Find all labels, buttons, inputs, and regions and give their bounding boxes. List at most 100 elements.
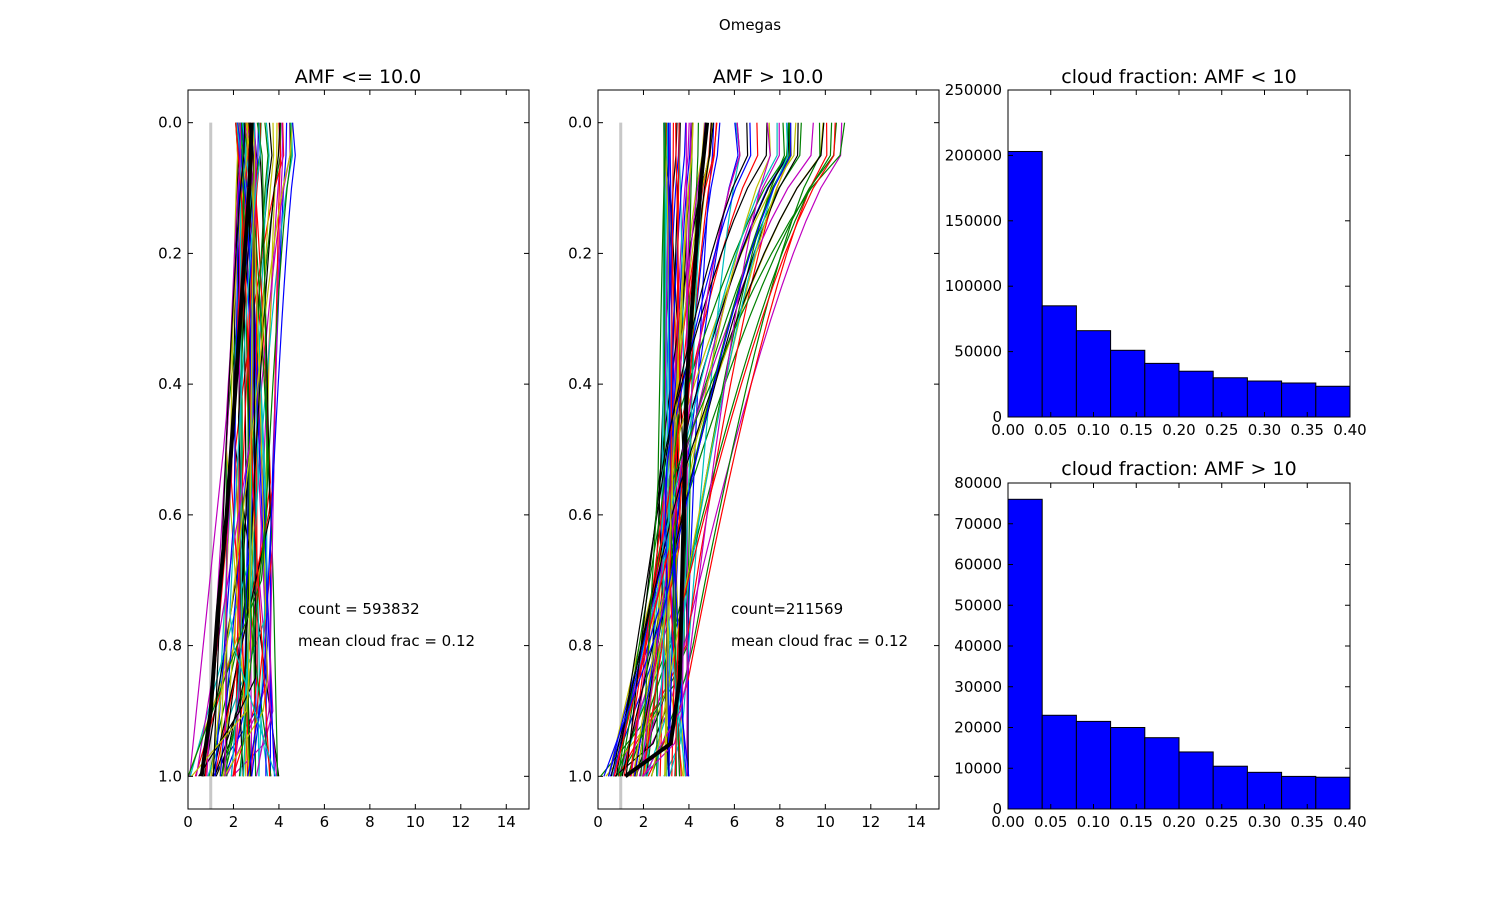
y-tick-label: 0.2: [158, 244, 182, 262]
mean-cloud-annotation: mean cloud frac = 0.12: [298, 632, 475, 650]
profile-line: [664, 122, 752, 777]
profile-line: [235, 122, 271, 777]
profile-line: [621, 122, 799, 777]
profile-line: [623, 122, 681, 777]
panel-title: AMF > 10.0: [713, 66, 824, 88]
profile-line: [664, 122, 694, 777]
y-tick-label: 80000: [954, 474, 1002, 492]
panel-title: AMF <= 10.0: [295, 66, 422, 88]
x-tick-label: 0.30: [1248, 813, 1281, 831]
profile-line: [626, 122, 833, 777]
profile-line: [603, 122, 792, 777]
histogram-amf-gt-10: cloud fraction: AMF > 10 0.00 0.05 0.10 0.1…: [954, 458, 1366, 831]
y-tick-label: 0.6: [158, 506, 182, 524]
x-tick-label: 6: [730, 813, 740, 831]
profile-line: [651, 122, 792, 777]
x-tick-label: 0: [183, 813, 193, 831]
y-tick-label: 60000: [954, 556, 1002, 574]
histogram-bar: [1246, 380, 1283, 418]
profile-line: [610, 122, 825, 777]
x-tick-label: 0.15: [1120, 421, 1153, 439]
x-tick-label: 0.15: [1120, 813, 1153, 831]
x-tick-label: 0.05: [1034, 421, 1067, 439]
x-tick-label: 0.25: [1205, 421, 1238, 439]
axes-frame: [1007, 89, 1351, 418]
histogram-bar: [1041, 714, 1077, 810]
x-tick-label: 0.10: [1077, 813, 1110, 831]
axes-frame: [597, 89, 940, 810]
x-tick-label: 14: [497, 813, 516, 831]
profile-line: [674, 122, 836, 777]
profile-line: [229, 122, 277, 777]
x-tick-label: 14: [907, 813, 926, 831]
y-tick-label: 250000: [945, 81, 1002, 99]
x-tick-label: 0.00: [991, 421, 1024, 439]
mean-cloud-annotation: mean cloud frac = 0.12: [731, 632, 908, 650]
x-tick-label: 0.05: [1034, 813, 1067, 831]
histogram-bar: [1246, 771, 1283, 810]
y-tick-label: 0.8: [568, 637, 592, 655]
profile-lines: [187, 122, 296, 809]
x-tick-label: 10: [816, 813, 835, 831]
x-tick-label: 8: [775, 813, 785, 831]
profile-line: [617, 122, 666, 777]
histogram-bar: [1075, 330, 1112, 418]
histogram-bar: [1007, 498, 1043, 810]
histogram-bar: [1144, 737, 1180, 810]
y-tick-label: 20000: [954, 719, 1002, 737]
axes-frame: [187, 89, 530, 810]
profile-line: [615, 122, 768, 777]
y-tick-label: 100000: [945, 277, 1002, 295]
y-tick-label: 50000: [954, 596, 1002, 614]
axis-ticks: 0 2 4 6 8 10 12 14 0.0 0.2 0.4 0.6 0.8 1.0: [158, 90, 529, 831]
histogram-bar: [1281, 382, 1317, 418]
histogram-bar: [1212, 377, 1248, 418]
y-tick-label: 0.8: [158, 637, 182, 655]
y-tick-label: 0.4: [568, 375, 592, 393]
profile-line: [640, 122, 667, 777]
profile-line: [214, 122, 281, 777]
x-tick-label: 0.35: [1291, 421, 1324, 439]
profile-line: [214, 122, 241, 777]
histogram-bar: [1144, 362, 1180, 418]
x-tick-label: 6: [320, 813, 330, 831]
histogram-amf-lt-10: cloud fraction: AMF < 10 0.00 0.05 0.10 0.1…: [945, 66, 1367, 439]
x-tick-label: 12: [861, 813, 880, 831]
histogram-bar: [1212, 765, 1248, 810]
profile-line: [625, 122, 749, 777]
histogram-bars: [1007, 498, 1351, 810]
y-tick-label: 50000: [954, 343, 1002, 361]
y-tick-label: 40000: [954, 637, 1002, 655]
histogram-bar: [1041, 305, 1077, 418]
y-tick-label: 1.0: [158, 767, 182, 785]
profile-line: [251, 122, 296, 777]
x-tick-label: 4: [684, 813, 694, 831]
y-tick-label: 30000: [954, 678, 1002, 696]
y-tick-label: 0.2: [568, 244, 592, 262]
x-tick-label: 12: [451, 813, 470, 831]
histogram-title: cloud fraction: AMF > 10: [1061, 458, 1296, 480]
histogram-bar: [1315, 776, 1351, 810]
y-tick-label: 0.0: [568, 114, 592, 132]
histogram-bar: [1110, 349, 1146, 418]
histogram-bars: [1007, 150, 1351, 418]
profile-panel-amf-le-10: AMF <= 10.0 0 2 4 6 8 10 12 14 0.0 0.2 0.4 0.6 0.8 1.…: [158, 66, 530, 831]
count-annotation: count = 593832: [298, 600, 420, 618]
y-tick-label: 200000: [945, 146, 1002, 164]
profile-line: [212, 122, 246, 777]
x-tick-label: 8: [365, 813, 375, 831]
histogram-bar: [1315, 385, 1351, 418]
x-tick-label: 0.40: [1333, 813, 1366, 831]
x-tick-label: 0.35: [1291, 813, 1324, 831]
x-tick-label: 0.20: [1162, 813, 1195, 831]
histogram-bar: [1178, 751, 1214, 810]
profile-line: [230, 122, 242, 777]
histogram-bar: [1007, 150, 1043, 418]
profile-line: [187, 122, 292, 777]
count-annotation: count=211569: [731, 600, 843, 618]
y-tick-label: 0.0: [158, 114, 182, 132]
y-tick-label: 0.4: [158, 375, 182, 393]
profile-panel-amf-gt-10: AMF > 10.0 0 2 4 6 8 10 12 14 0.0 0.2 0.4 0.6 0.8 1.0…: [568, 66, 940, 831]
y-tick-label: 0.6: [568, 506, 592, 524]
